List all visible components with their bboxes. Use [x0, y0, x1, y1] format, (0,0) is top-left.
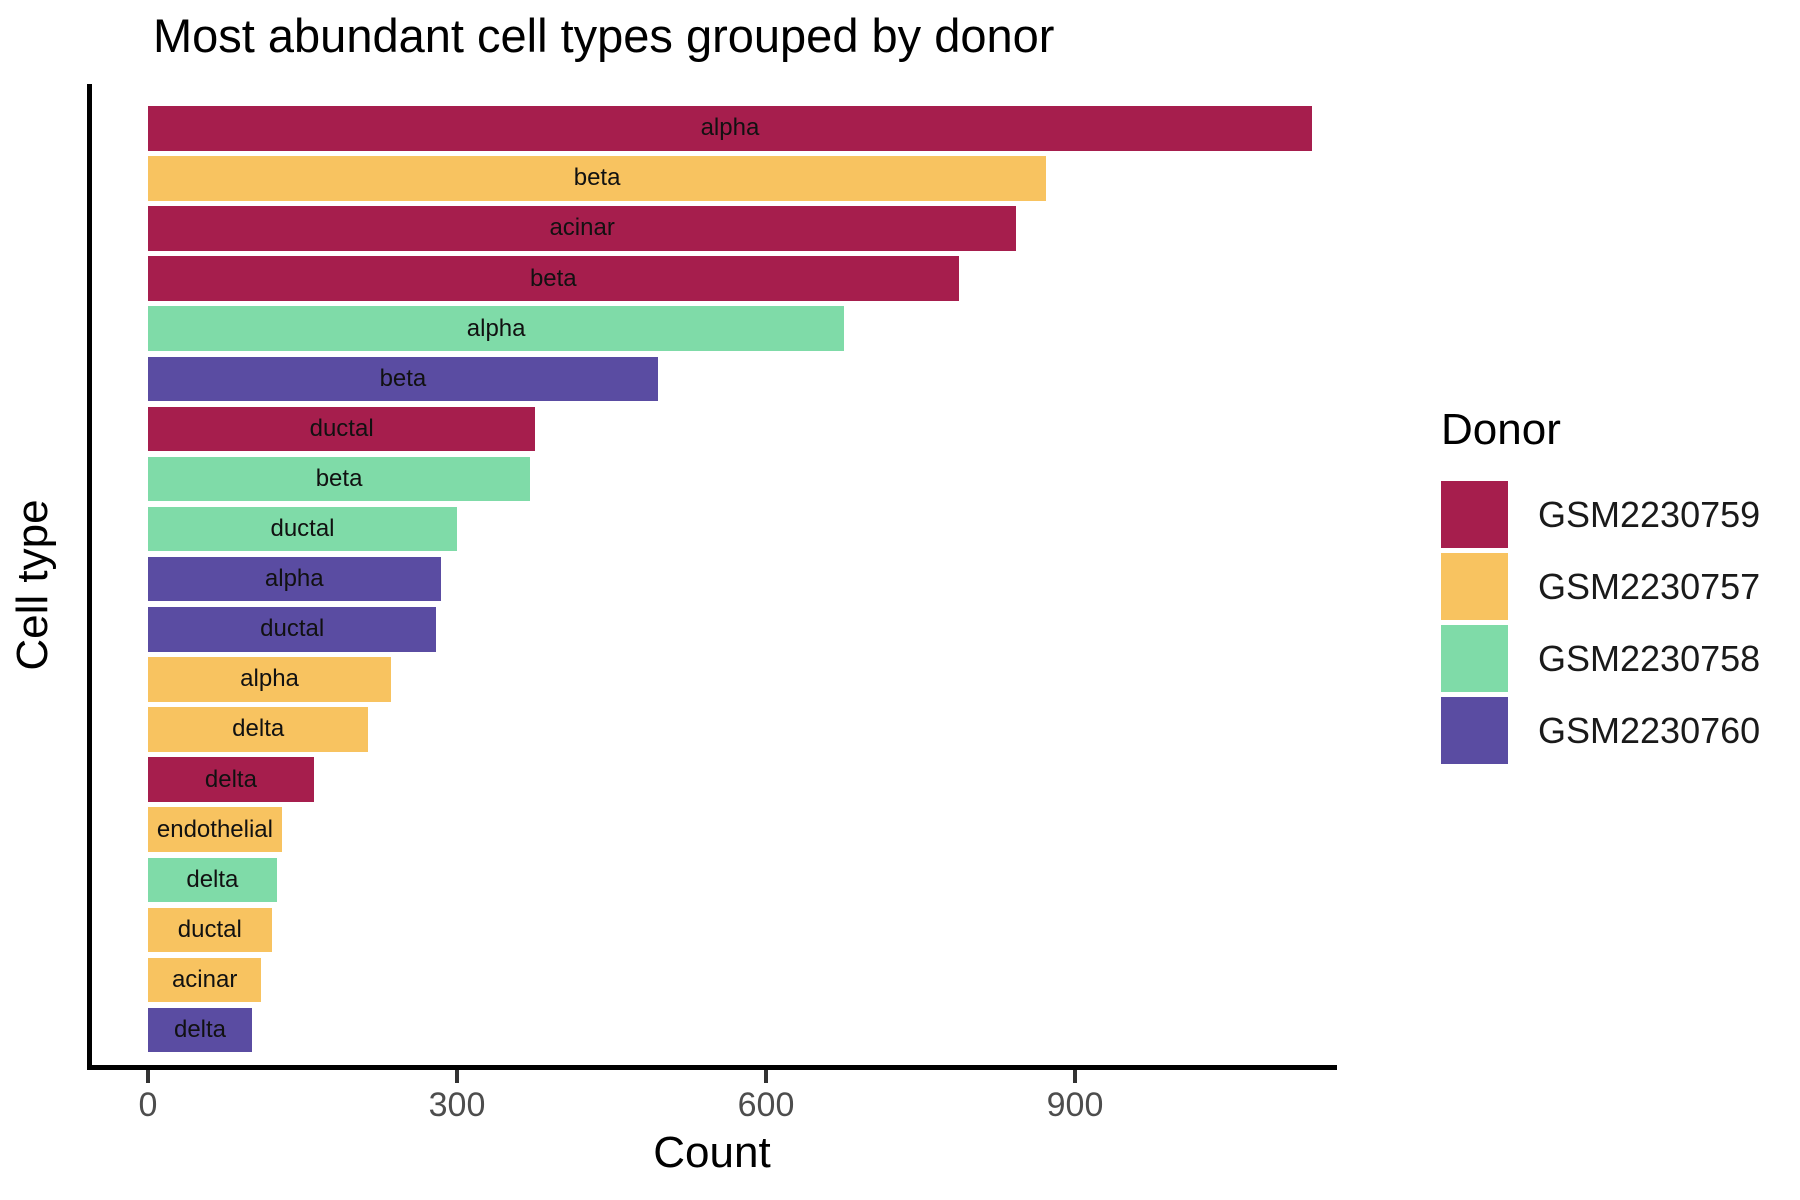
x-tick-label-600: 600	[737, 1086, 795, 1124]
bar-GSM2230759-beta: beta	[148, 256, 959, 301]
bar-label: beta	[379, 364, 427, 392]
bar-GSM2230758-ductal: ductal	[148, 506, 457, 552]
x-tick-label-300: 300	[428, 1086, 486, 1124]
bar-GSM2230757-endothelial: endothelial	[148, 807, 282, 852]
x-tick-mark-300	[455, 1070, 459, 1083]
bar-label: delta	[173, 1016, 227, 1044]
bar-label: acinar	[171, 965, 238, 993]
bar-GSM2230760-alpha: alpha	[148, 556, 441, 602]
x-axis-label: Count	[653, 1128, 771, 1177]
legend-label: GSM2230760	[1538, 709, 1761, 751]
legend-label: GSM2230757	[1538, 565, 1761, 607]
bar-GSM2230757-delta: delta	[148, 707, 369, 752]
legend-label: GSM2230759	[1538, 493, 1761, 535]
bar-GSM2230759-delta: delta	[148, 757, 314, 802]
legend-items: GSM2230759 GSM2230757 GSM2230758 GSM2230760	[1441, 481, 1791, 764]
chart-title: Most abundant cell types grouped by dono…	[153, 9, 1055, 62]
bar-label: alpha	[240, 665, 299, 693]
bar-GSM2230758-alpha: alpha	[148, 306, 845, 351]
bar-GSM2230757-ductal: ductal	[148, 907, 272, 953]
bar-label: alpha	[700, 114, 760, 142]
legend-item-GSM2230760: GSM2230760	[1441, 697, 1791, 764]
bar-label: beta	[529, 264, 577, 292]
legend-label: GSM2230758	[1538, 637, 1761, 679]
legend: Donor GSM2230759 GSM2230757 GSM2230758 GSM2…	[1441, 405, 1791, 769]
bar-GSM2230759-ductal: ductal	[148, 406, 536, 452]
legend-swatch	[1441, 481, 1508, 548]
bar-GSM2230759-alpha: alpha	[148, 106, 1312, 151]
bar-label: endothelial	[156, 815, 273, 843]
legend-title: Donor	[1441, 405, 1561, 454]
bar-label: alpha	[264, 565, 324, 593]
bar-label: ductal	[177, 915, 242, 943]
bar-label: alpha	[466, 314, 526, 342]
bar-GSM2230757-beta: beta	[148, 156, 1047, 201]
bar-label: delta	[232, 715, 285, 743]
x-tick-mark-0	[146, 1070, 150, 1083]
x-axis-line	[87, 1065, 1337, 1070]
legend-item-GSM2230758: GSM2230758	[1441, 625, 1791, 692]
x-tick-mark-600	[764, 1070, 768, 1083]
x-tick-mark-900	[1073, 1070, 1077, 1083]
bar-label: ductal	[270, 515, 335, 543]
y-axis-line	[87, 84, 92, 1070]
bar-label: acinar	[549, 214, 615, 242]
bar-GSM2230760-beta: beta	[148, 356, 658, 401]
bar-label: delta	[186, 865, 239, 893]
legend-swatch	[1441, 553, 1508, 620]
legend-swatch	[1441, 625, 1508, 692]
bar-GSM2230758-beta: beta	[148, 456, 531, 502]
x-tick-label-0: 0	[138, 1086, 158, 1124]
bar-GSM2230757-alpha: alpha	[148, 657, 392, 702]
legend-swatch	[1441, 697, 1508, 764]
bar-label: beta	[573, 164, 621, 192]
y-axis-label: Cell type	[8, 499, 57, 671]
bar-GSM2230759-acinar: acinar	[148, 206, 1017, 251]
x-tick-label-900: 900	[1046, 1086, 1104, 1124]
bar-GSM2230760-ductal: ductal	[148, 607, 437, 652]
legend-item-GSM2230757: GSM2230757	[1441, 553, 1791, 620]
legend-item-GSM2230759: GSM2230759	[1441, 481, 1791, 548]
bar-GSM2230760-delta: delta	[148, 1007, 253, 1053]
bar-GSM2230758-delta: delta	[148, 857, 277, 902]
bar-label: ductal	[309, 414, 374, 442]
bar-GSM2230757-acinar: acinar	[148, 957, 262, 1003]
bar-label: beta	[315, 464, 363, 492]
bar-label: delta	[204, 765, 257, 793]
bar-label: ductal	[260, 615, 325, 643]
